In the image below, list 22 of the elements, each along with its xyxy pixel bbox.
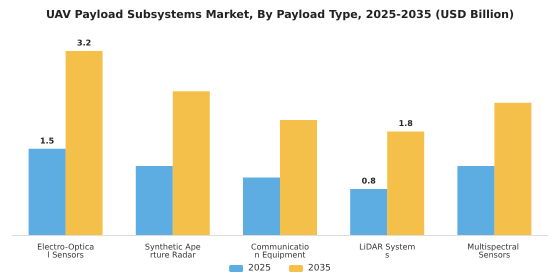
bar <box>136 166 173 235</box>
bar <box>494 102 532 235</box>
bar <box>28 148 66 235</box>
x-tick-label: Communication Equipment <box>251 242 310 260</box>
x-tick-label: Electro-Optical Sensors <box>37 242 94 260</box>
bar <box>457 166 494 235</box>
legend-label: 2025 <box>248 264 271 274</box>
data-label: 1.5 <box>40 136 55 146</box>
legend-label: 2035 <box>308 264 331 274</box>
x-tick-label: Multispectral Sensors <box>467 242 522 260</box>
bar <box>66 51 103 235</box>
x-tick-label: LiDAR Systems <box>359 242 416 260</box>
chart-title: UAV Payload Subsystems Market, By Payload Type, 2025-2035 (USD Billion) <box>46 8 514 21</box>
x-tick-label: Synthetic Aperture Radar <box>144 242 201 260</box>
data-label: 1.8 <box>398 119 414 128</box>
data-label: 3.2 <box>77 38 92 48</box>
bar <box>387 132 424 235</box>
bar <box>172 91 210 235</box>
bar <box>280 120 317 235</box>
bar <box>243 178 280 235</box>
data-label: 0.8 <box>362 176 376 186</box>
bar <box>350 189 388 235</box>
